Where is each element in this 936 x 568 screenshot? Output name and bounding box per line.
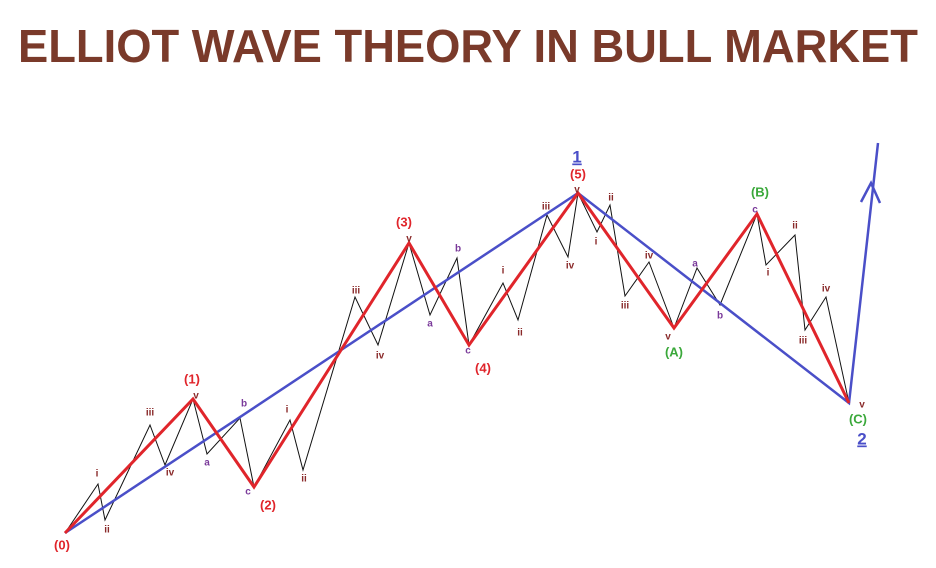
wave-label: v	[859, 400, 865, 411]
wave-label: iii	[352, 286, 361, 297]
wave-label: c	[465, 346, 471, 357]
wave-label: iv	[645, 251, 654, 262]
wave-label: 1	[572, 147, 581, 166]
wave-label: (B)	[751, 184, 769, 199]
wave-label: iv	[166, 468, 175, 479]
wave-label: i	[96, 469, 99, 480]
trend-line	[64, 142, 880, 535]
wave-label: (1)	[184, 371, 200, 386]
wave-label: i	[767, 268, 770, 279]
wave-label: ii	[792, 221, 798, 232]
wave-label: v	[665, 332, 671, 343]
wave-label: (0)	[54, 537, 70, 552]
wave-label: iii	[542, 202, 551, 213]
wave-label: a	[692, 259, 698, 270]
wave-label: v	[406, 234, 412, 245]
wave-label: a	[204, 458, 210, 469]
wave-label: ii	[517, 328, 523, 339]
wave-label: iii	[621, 301, 630, 312]
wave-label: ii	[104, 525, 110, 536]
wave-label: ii	[301, 474, 307, 485]
wave-line	[63, 190, 851, 535]
wave-label: (3)	[396, 214, 412, 229]
wave-label: b	[241, 399, 247, 410]
wave-label: v	[193, 391, 199, 402]
wave-label: iv	[822, 284, 831, 295]
wave-label: iv	[376, 351, 385, 362]
wave-label: (4)	[475, 360, 491, 375]
title: ELLIOT WAVE THEORY IN BULL MARKET	[18, 20, 918, 72]
wave-label: i	[286, 405, 289, 416]
wave-label: 2	[857, 429, 866, 448]
wave-label: (5)	[570, 166, 586, 181]
wave-label: iii	[799, 336, 808, 347]
subwave-line	[64, 191, 850, 534]
wave-label: ii	[608, 193, 614, 204]
wave-label: (2)	[260, 497, 276, 512]
wave-label: iii	[146, 408, 155, 419]
wave-label: v	[574, 185, 580, 196]
wave-label: c	[245, 487, 251, 498]
wave-label: b	[717, 311, 723, 322]
wave-label: c	[752, 205, 758, 216]
wave-label: (C)	[849, 411, 867, 426]
arrow-head	[859, 180, 882, 204]
wave-label: a	[427, 319, 433, 330]
wave-label: i	[502, 266, 505, 277]
wave-label: (A)	[665, 344, 683, 359]
wave-label: iv	[566, 261, 575, 272]
wave-label: i	[595, 237, 598, 248]
wave-label: b	[455, 244, 461, 255]
